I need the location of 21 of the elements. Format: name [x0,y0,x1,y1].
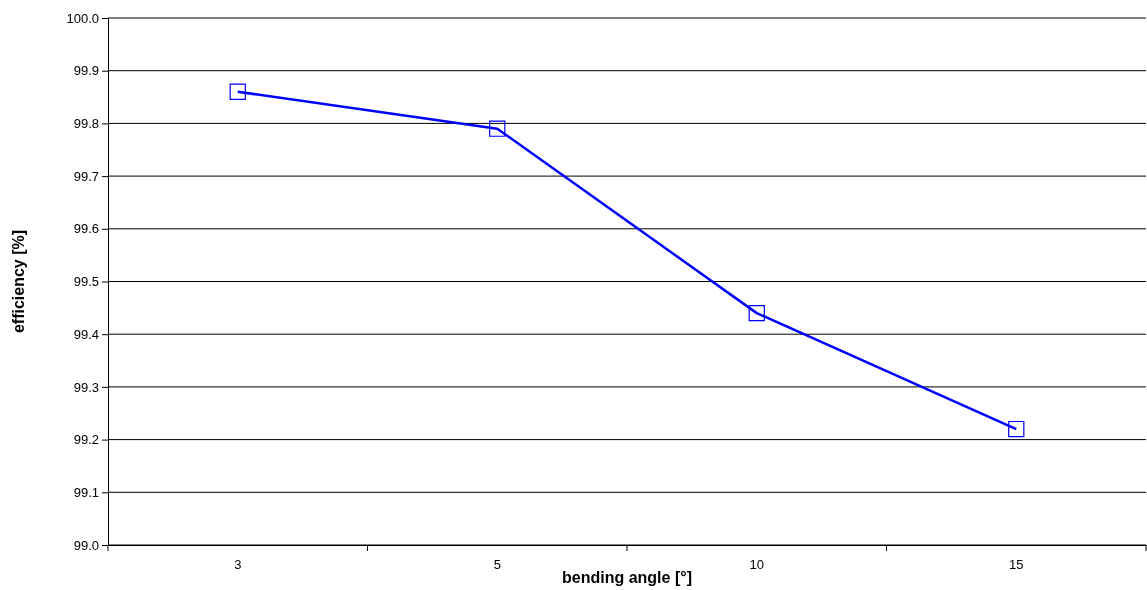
y-axis-title: efficiency [%] [10,229,27,334]
x-tick-label: 15 [1009,556,1024,572]
y-tick-label: 99.0 [73,537,99,553]
y-tick-label: 99.6 [73,221,99,237]
y-tick-label: 99.9 [73,63,99,79]
x-tick-label: 5 [493,556,501,572]
x-tick-label: 3 [234,556,242,572]
x-tick-label: 10 [749,556,764,572]
point [229,83,246,100]
y-tick-label: 99.4 [73,326,99,342]
y-tick-label: 99.7 [73,168,99,184]
y-tick-label: 99.3 [73,379,99,395]
point [1008,420,1025,438]
y-tick-label: 99.8 [73,116,99,132]
point [748,304,765,322]
point [489,120,506,137]
y-tick-label: 100.0 [66,10,99,26]
y-tick-label: 99.2 [73,432,99,448]
y-tick-label: 99.1 [73,484,99,500]
x-axis-title: bending angle [°] [562,569,692,586]
y-tick-label: 99.5 [73,274,99,290]
